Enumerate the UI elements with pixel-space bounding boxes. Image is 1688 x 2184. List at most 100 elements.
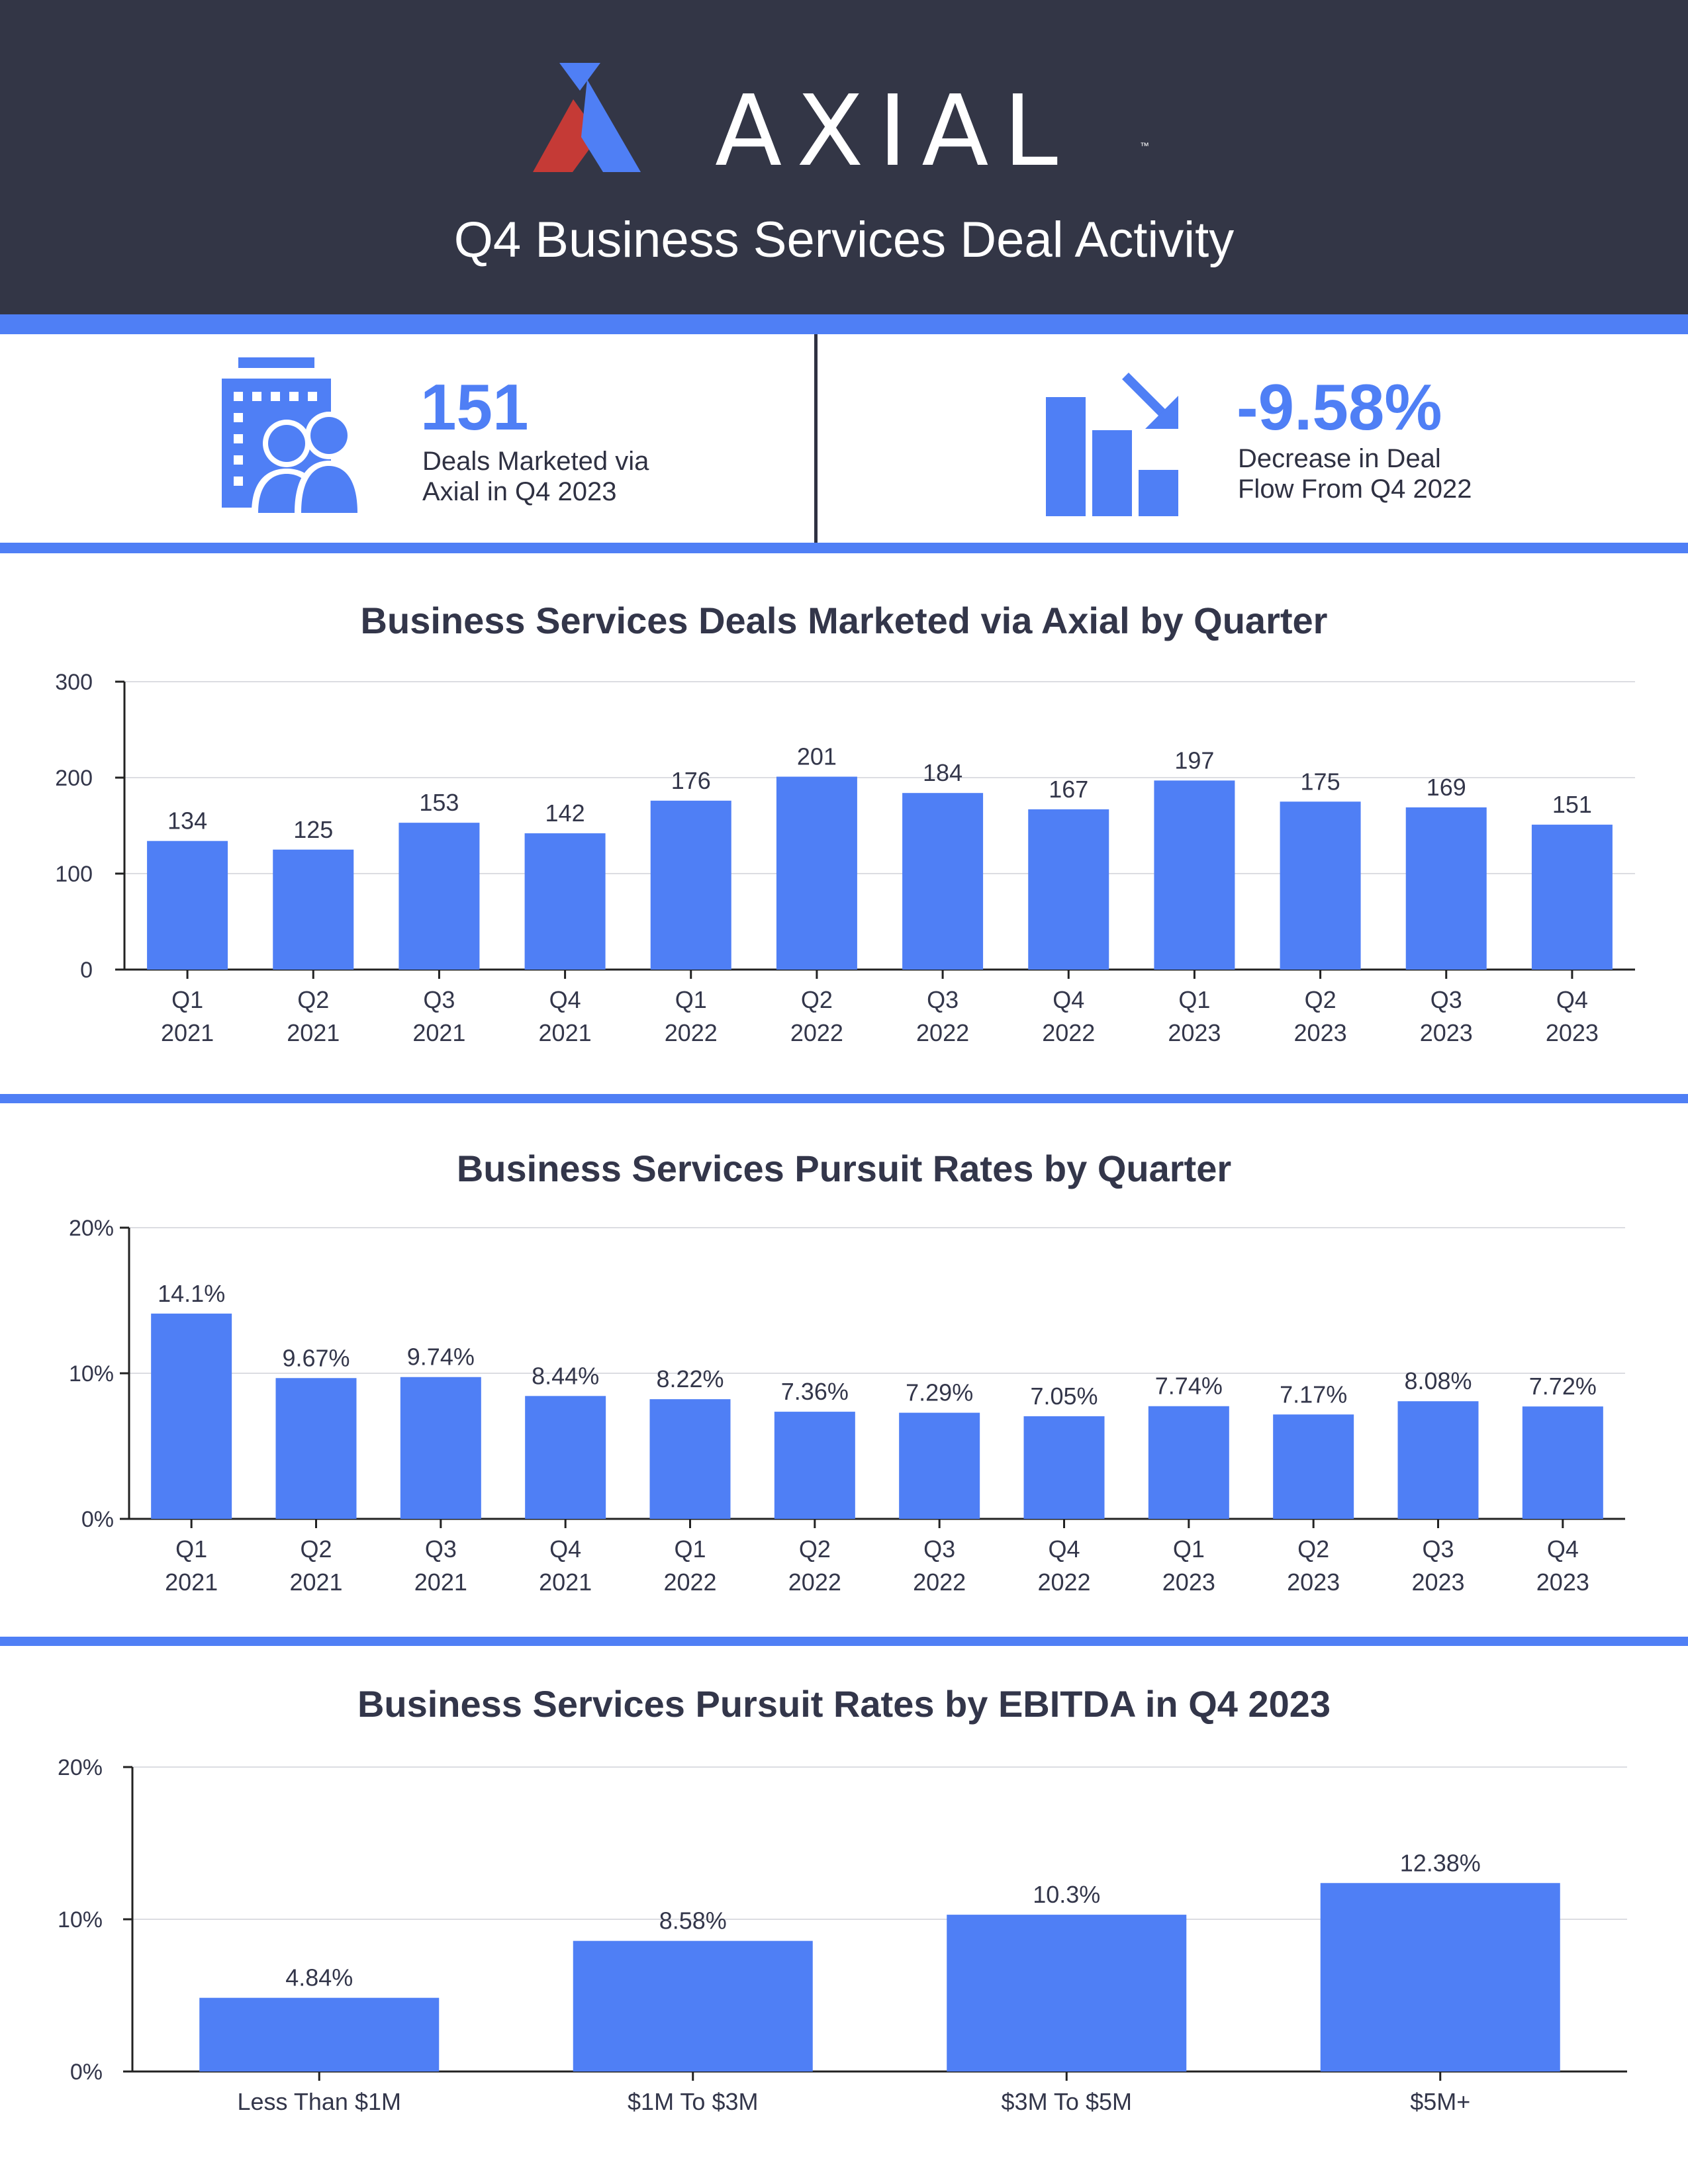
y-tick-label: 0% — [70, 2060, 103, 2085]
x-tick-label: 2021 — [289, 1569, 342, 1596]
data-label: 7.05% — [1030, 1383, 1098, 1410]
bar — [525, 1396, 606, 1519]
x-tick-label: 2023 — [1287, 1569, 1340, 1596]
x-tick-label: 2021 — [539, 1569, 592, 1596]
data-label: 184 — [923, 759, 962, 786]
data-label: 176 — [671, 767, 711, 794]
bar — [650, 800, 731, 970]
data-label: 175 — [1301, 768, 1340, 795]
bar — [1148, 1406, 1229, 1519]
data-label: 134 — [167, 807, 207, 835]
x-tick-label: $3M To $5M — [1002, 2088, 1132, 2115]
bar — [151, 1313, 232, 1519]
pursuit-rates-by-quarter-chart: 0% 10% 20% 14.1% Q1 2021 9.67% Q2 2021 9.74% Q3 202… — [69, 1216, 1625, 1596]
bar — [1023, 1416, 1105, 1519]
x-tick-label: 2021 — [161, 1019, 214, 1046]
bar — [1405, 807, 1487, 970]
y-tick-label: 100 — [55, 862, 93, 887]
section-rule — [0, 543, 1688, 553]
bar — [524, 833, 606, 970]
bar — [199, 1997, 440, 2071]
bar — [1320, 1883, 1560, 2071]
x-tick-label: 2022 — [665, 1019, 718, 1046]
x-tick-label: Q1 — [171, 986, 203, 1013]
header-banner: AXIAL ™ Q4 Business Services Deal Activi… — [0, 0, 1688, 314]
chart-title-deals: Business Services Deals Marketed via Axi… — [360, 600, 1328, 641]
bar — [947, 1915, 1187, 2071]
data-label: 167 — [1049, 776, 1088, 803]
data-label: 10.3% — [1033, 1881, 1100, 1908]
data-label: 7.72% — [1529, 1373, 1597, 1400]
deals-by-quarter-chart: 0 100 200 300 134 Q1 2021 125 Q2 2021 153 Q3 2021 142… — [55, 670, 1635, 1046]
section-rule — [0, 1637, 1688, 1646]
data-label: 201 — [797, 743, 837, 770]
data-label: 8.58% — [659, 1907, 727, 1934]
data-label: 7.74% — [1155, 1373, 1223, 1400]
x-tick-label: 2021 — [287, 1019, 340, 1046]
x-tick-label: Q1 — [175, 1535, 207, 1563]
x-tick-label: 2021 — [412, 1019, 465, 1046]
data-label: 151 — [1552, 791, 1592, 818]
y-tick-label: 300 — [55, 670, 93, 695]
bar — [649, 1399, 731, 1519]
data-label: 153 — [419, 789, 459, 816]
stat-caption-deals-line1: Deals Marketed via — [422, 447, 649, 476]
data-label: 169 — [1427, 774, 1466, 801]
stat-caption-deals-line2: Axial in Q4 2023 — [422, 477, 617, 506]
x-tick-label: Q3 — [1430, 986, 1462, 1013]
y-tick-label: 0% — [81, 1507, 114, 1532]
x-tick-label: Q1 — [1178, 986, 1210, 1013]
stat-value-deals: 151 — [420, 371, 529, 443]
x-tick-label: 2022 — [913, 1569, 966, 1596]
x-tick-label: Q1 — [674, 1535, 706, 1563]
y-tick-label: 10% — [69, 1361, 114, 1387]
x-tick-label: Q1 — [1173, 1535, 1205, 1563]
data-label: 4.84% — [285, 1964, 353, 1991]
bar — [399, 823, 480, 970]
data-label: 197 — [1174, 747, 1214, 774]
x-tick-label: 2022 — [1037, 1569, 1090, 1596]
x-tick-label: $5M+ — [1410, 2088, 1470, 2115]
y-tick-label: 200 — [55, 766, 93, 791]
pursuit-rates-by-ebitda-chart: 0% 10% 20% 4.84% Less Than $1M 8.58% $1M To $3… — [58, 1755, 1627, 2115]
data-label: 8.08% — [1404, 1367, 1472, 1394]
data-label: 9.67% — [282, 1344, 350, 1371]
chart-title-pursuit: Business Services Pursuit Rates by Quart… — [456, 1148, 1232, 1189]
x-tick-label: Q2 — [801, 986, 833, 1013]
x-tick-label: Q4 — [1048, 1535, 1080, 1563]
x-tick-label: Q3 — [1422, 1535, 1454, 1563]
trademark-symbol: ™ — [1140, 140, 1149, 151]
x-tick-label: 2022 — [916, 1019, 969, 1046]
x-tick-label: 2023 — [1294, 1019, 1347, 1046]
y-tick-label: 0 — [80, 958, 93, 983]
bar — [1531, 825, 1613, 970]
bar — [902, 793, 984, 970]
x-tick-label: Q4 — [1547, 1535, 1579, 1563]
x-tick-label: $1M To $3M — [628, 2088, 758, 2115]
bar — [273, 849, 354, 970]
bar — [1273, 1414, 1354, 1519]
x-tick-label: Q4 — [549, 986, 581, 1013]
declining-bars-arrow-icon — [1046, 373, 1178, 516]
stats-divider — [814, 334, 818, 546]
x-tick-label: Q2 — [1297, 1535, 1329, 1563]
data-label: 142 — [545, 799, 585, 827]
x-tick-label: 2023 — [1536, 1569, 1589, 1596]
y-tick-label: 20% — [58, 1755, 103, 1780]
data-label: 8.22% — [656, 1365, 724, 1392]
x-tick-label: Q3 — [425, 1535, 457, 1563]
x-tick-label: Q4 — [1556, 986, 1588, 1013]
data-label: 8.44% — [532, 1362, 599, 1389]
data-label: 125 — [293, 816, 333, 843]
bar — [1028, 809, 1109, 970]
x-tick-label: 2023 — [1162, 1569, 1215, 1596]
x-tick-label: 2022 — [788, 1569, 841, 1596]
x-tick-label: Q2 — [799, 1535, 831, 1563]
y-tick-label: 10% — [58, 1907, 103, 1933]
x-tick-label: Q2 — [1305, 986, 1336, 1013]
x-tick-label: Q2 — [300, 1535, 332, 1563]
bar — [1154, 780, 1235, 970]
x-tick-label: Q4 — [549, 1535, 581, 1563]
data-label: 7.36% — [781, 1378, 849, 1405]
